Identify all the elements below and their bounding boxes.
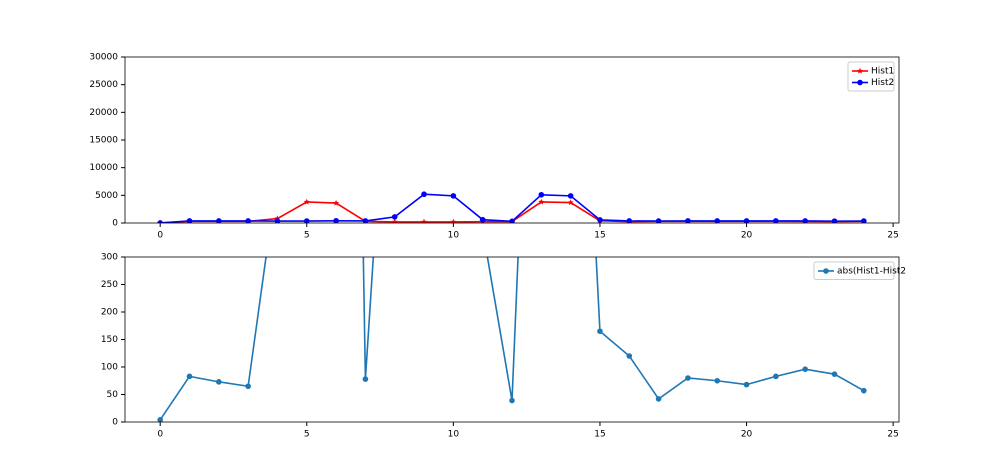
point bbox=[509, 397, 515, 404]
point bbox=[245, 383, 251, 390]
y-tick-label: 150 bbox=[101, 335, 118, 345]
point bbox=[186, 373, 193, 380]
point bbox=[802, 366, 808, 373]
point bbox=[216, 379, 222, 385]
x-tick-label: 15 bbox=[594, 231, 605, 241]
point bbox=[157, 417, 163, 422]
point bbox=[567, 199, 574, 206]
y-tick-label: 0 bbox=[112, 418, 118, 428]
point bbox=[333, 199, 340, 206]
x-tick-label: 25 bbox=[887, 430, 898, 440]
point bbox=[802, 218, 808, 223]
point bbox=[714, 377, 721, 384]
point bbox=[186, 218, 193, 223]
y-tick-label: 5000 bbox=[95, 191, 118, 201]
point bbox=[450, 218, 457, 223]
point bbox=[333, 217, 339, 223]
point bbox=[655, 396, 662, 402]
y-tick-label: 0 bbox=[112, 219, 118, 229]
point bbox=[479, 216, 486, 223]
point bbox=[861, 218, 867, 223]
x-tick-label: 0 bbox=[157, 430, 163, 440]
point bbox=[303, 198, 310, 205]
point bbox=[743, 381, 750, 388]
point bbox=[391, 214, 398, 220]
legend-label: Hist1 bbox=[871, 67, 894, 77]
point bbox=[157, 220, 163, 223]
legend-marker bbox=[857, 79, 863, 86]
x-tick-label: 25 bbox=[887, 231, 898, 241]
point bbox=[597, 328, 603, 335]
y-tick-label: 20000 bbox=[89, 108, 118, 118]
x-tick-label: 15 bbox=[594, 430, 605, 440]
x-tick-label: 20 bbox=[741, 231, 753, 241]
axes-frame bbox=[124, 256, 900, 423]
y-tick-label: 100 bbox=[101, 363, 118, 373]
point bbox=[831, 218, 838, 223]
point bbox=[626, 218, 633, 223]
point bbox=[480, 227, 486, 233]
plot-lines bbox=[157, 191, 867, 223]
point bbox=[216, 218, 222, 223]
plot-area bbox=[125, 57, 899, 223]
point bbox=[714, 218, 721, 223]
legend-marker bbox=[823, 268, 829, 274]
x-tick-label: 5 bbox=[304, 430, 310, 440]
point bbox=[391, 218, 398, 223]
y-tick-label: 25000 bbox=[89, 80, 118, 90]
point bbox=[421, 218, 428, 223]
point bbox=[831, 371, 838, 377]
legend-marker bbox=[857, 67, 863, 74]
y-tick-label: 15000 bbox=[89, 136, 118, 146]
legend-box bbox=[813, 261, 895, 280]
x-tick-label: 20 bbox=[741, 430, 753, 440]
x-tick-label: 10 bbox=[448, 231, 460, 241]
point bbox=[245, 218, 251, 223]
y-tick-label: 10000 bbox=[89, 163, 118, 173]
point bbox=[861, 387, 867, 394]
legend-label: Hist2 bbox=[871, 78, 894, 88]
y-tick-label: 30000 bbox=[89, 53, 118, 63]
point bbox=[685, 218, 691, 223]
point bbox=[626, 353, 633, 359]
point bbox=[743, 218, 750, 223]
legend-label: abs(Hist1-Hist2 bbox=[837, 267, 906, 277]
y-tick-label: 250 bbox=[101, 280, 118, 290]
point bbox=[450, 193, 457, 199]
x-tick-label: 10 bbox=[448, 430, 460, 440]
point bbox=[773, 373, 779, 380]
point bbox=[597, 217, 603, 223]
point bbox=[655, 218, 662, 223]
point bbox=[362, 376, 369, 382]
y-tick-label: 200 bbox=[101, 308, 118, 318]
point bbox=[538, 198, 545, 205]
point bbox=[685, 375, 691, 381]
point bbox=[538, 191, 545, 198]
x-tick-label: 5 bbox=[304, 231, 310, 241]
point bbox=[421, 191, 427, 198]
plot-lines bbox=[157, 227, 867, 422]
point bbox=[303, 218, 310, 223]
point bbox=[509, 218, 515, 223]
x-tick-label: 0 bbox=[157, 231, 163, 241]
point bbox=[274, 218, 281, 223]
axes-frame bbox=[124, 56, 900, 224]
point bbox=[773, 218, 779, 223]
point bbox=[362, 218, 369, 223]
y-tick-label: 50 bbox=[107, 390, 119, 400]
point bbox=[567, 193, 574, 199]
legend: abs(Hist1-Hist2 bbox=[813, 261, 906, 280]
y-tick-label: 300 bbox=[101, 253, 118, 263]
